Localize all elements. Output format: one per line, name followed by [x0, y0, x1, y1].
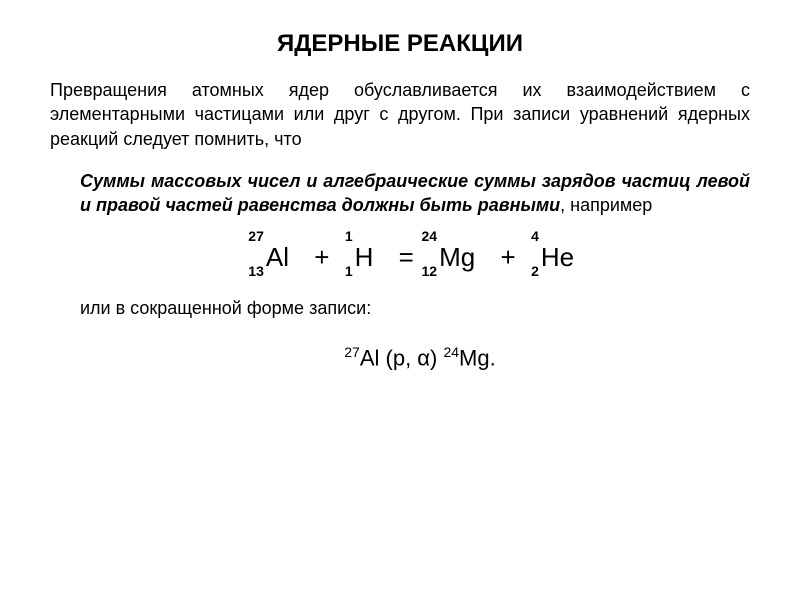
nuclear-equation-short: 27Al (p, α) 24Mg.	[50, 344, 750, 371]
mass-sup: 27	[344, 344, 360, 360]
nuclide-mg: 24 12 Mg	[439, 242, 475, 273]
mass-number: 4	[531, 228, 539, 244]
equals-operator: =	[399, 242, 414, 272]
short-form-part1: Al (p, α)	[360, 346, 444, 371]
nuclear-equation-full: 27 13 Al + 1 1 H = 24 12 Mg + 4 2 He	[50, 242, 750, 273]
nuclide-he: 4 2 He	[541, 242, 574, 273]
short-form-part2: Mg.	[459, 346, 496, 371]
charge-number: 12	[422, 263, 438, 279]
element-symbol: He	[541, 242, 574, 272]
nuclide-h: 1 1 H	[355, 242, 374, 273]
short-form-label: или в сокращенной форме записи:	[50, 298, 750, 319]
mass-number: 24	[422, 228, 438, 244]
charge-number: 1	[345, 263, 353, 279]
charge-number: 13	[248, 263, 264, 279]
element-symbol: H	[355, 242, 374, 272]
rule-tail-text: , например	[560, 195, 652, 215]
plus-operator: +	[314, 242, 329, 272]
element-symbol: Al	[266, 242, 289, 272]
element-symbol: Mg	[439, 242, 475, 272]
intro-paragraph: Превращения атомных ядер обуславливается…	[50, 78, 750, 151]
rule-paragraph: Суммы массовых чисел и алгебраические су…	[50, 169, 750, 218]
plus-operator: +	[500, 242, 515, 272]
nuclide-al: 27 13 Al	[266, 242, 289, 273]
mass-sup: 24	[443, 344, 459, 360]
mass-number: 27	[248, 228, 264, 244]
mass-number: 1	[345, 228, 353, 244]
charge-number: 2	[531, 263, 539, 279]
page-title: ЯДЕРНЫЕ РЕАКЦИИ	[50, 30, 750, 58]
